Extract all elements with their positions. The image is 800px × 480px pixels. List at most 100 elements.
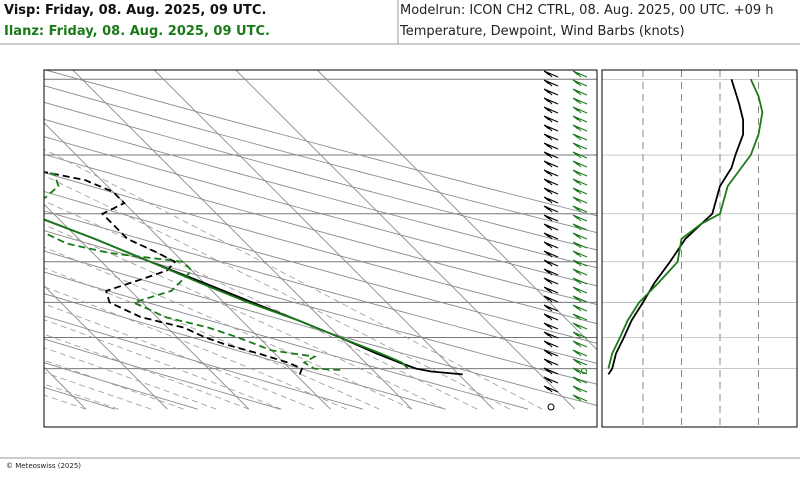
wind-barb [572, 331, 588, 339]
wind-barb [543, 340, 559, 348]
isotherm [316, 70, 597, 351]
windspeed-line-primary [607, 79, 744, 375]
dry-adiabat [44, 250, 597, 406]
station-title-primary: Visp: Friday, 08. Aug. 2025, 09 UTC. [4, 3, 267, 18]
wind-barb [543, 277, 559, 285]
wind-barb [543, 214, 559, 222]
dry-adiabat [44, 101, 597, 251]
wind-barb [572, 322, 588, 330]
wind-barb [572, 241, 588, 249]
wind-barb [543, 124, 559, 132]
wind-barb [543, 268, 559, 276]
wind-barb [572, 376, 588, 384]
moist-adiabat [44, 319, 282, 410]
wind-barb [572, 160, 588, 168]
wind-barb [543, 331, 559, 339]
dry-adiabat [44, 293, 446, 410]
wind-barb [543, 106, 559, 114]
moist-adiabat [44, 372, 152, 410]
temperature-line-secondary [44, 218, 409, 370]
wind-barb [543, 169, 559, 177]
wind-barb [572, 70, 588, 78]
wind-barb [543, 313, 559, 321]
wind-barb [543, 358, 559, 366]
wind-barb [543, 133, 559, 141]
wind-barb [543, 178, 559, 186]
wind-barb [543, 115, 559, 123]
wind-barb [572, 385, 588, 393]
moist-adiabat [44, 359, 184, 410]
wind-barb [543, 196, 559, 204]
dry-adiabat [44, 172, 597, 325]
dewpoint-line-primary [44, 170, 304, 375]
isotherm [153, 70, 494, 410]
isotherm [44, 366, 87, 410]
wind-barb [572, 187, 588, 195]
wind-frame [601, 69, 798, 428]
temperature-line-primary [44, 218, 463, 376]
dewpoint-line-secondary [44, 171, 341, 371]
isotherm [72, 70, 413, 410]
moist-adiabat [44, 246, 413, 410]
wind-barb [572, 142, 588, 150]
wind-barb [572, 295, 588, 303]
dry-adiabat [44, 70, 597, 217]
wind-barb [572, 97, 588, 105]
content-title: Temperature, Dewpoint, Wind Barbs (knots… [400, 24, 685, 39]
wind-barb [543, 97, 559, 105]
isotherm [0, 31, 4, 409]
wind-barb [572, 79, 588, 87]
wind-barb [572, 313, 588, 321]
wind-barb [572, 124, 588, 132]
wind-barb [572, 178, 588, 186]
dry-adiabat [44, 338, 281, 410]
wind-barb [572, 250, 588, 258]
wind-barb [572, 106, 588, 114]
wind-barb [543, 376, 559, 384]
moist-adiabat [44, 383, 119, 410]
wind-barb [572, 349, 588, 357]
wind-barb [572, 214, 588, 222]
moist-adiabat [44, 175, 510, 410]
wind-barb [572, 88, 588, 96]
wind-barb [543, 367, 559, 375]
skewt-frame [43, 69, 598, 428]
wind-barb [543, 88, 559, 96]
isotherm [44, 285, 168, 410]
moist-adiabat [44, 333, 250, 410]
copyright: © Meteoswiss (2025) [6, 462, 82, 470]
wind-barb [543, 223, 559, 231]
wind-barb [572, 205, 588, 213]
wind-barb [543, 322, 559, 330]
dry-adiabat [44, 210, 597, 364]
wind-barb [543, 160, 559, 168]
isotherm [44, 122, 331, 410]
wind-barb [543, 142, 559, 150]
wind-barb [572, 277, 588, 285]
isotherm [235, 70, 576, 410]
wind-barb [572, 232, 588, 240]
modelrun-title: Modelrun: ICON CH2 CTRL, 08. Aug. 2025, … [400, 3, 774, 18]
wind-barb [572, 394, 588, 402]
wind-barb [572, 259, 588, 267]
wind-barb [543, 187, 559, 195]
wind-barb [572, 358, 588, 366]
wind-barb [572, 196, 588, 204]
moist-adiabat [44, 200, 478, 410]
dry-adiabat [44, 191, 597, 344]
wind-barb [572, 223, 588, 231]
dry-adiabat [44, 315, 363, 410]
wind-barb [543, 241, 559, 249]
calm-wind-marker [547, 403, 555, 411]
windspeed-line-secondary [607, 78, 764, 369]
wind-barb [572, 340, 588, 348]
wind-barb [572, 304, 588, 312]
moist-adiabat [44, 148, 543, 410]
wind-barb [543, 79, 559, 87]
calm-wind-marker [581, 368, 587, 374]
wind-barb [543, 259, 559, 267]
isotherm [44, 203, 250, 410]
wind-barb [543, 151, 559, 159]
wind-barb [543, 349, 559, 357]
